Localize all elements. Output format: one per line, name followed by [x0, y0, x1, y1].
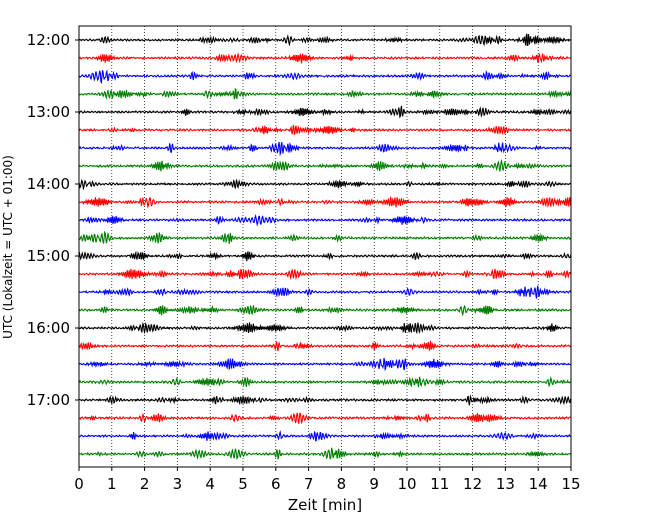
x-tick-label-6: 6 — [271, 475, 281, 493]
trace-14 — [78, 285, 572, 299]
y-axis-label: UTC (Lokalzeit = UTC + 01:00) — [1, 155, 15, 339]
y-tick-label-2: 14:00 — [27, 175, 70, 193]
y-tick-label-3: 15:00 — [27, 247, 70, 265]
trace-group — [78, 33, 572, 460]
x-tick-label-14: 14 — [529, 475, 548, 493]
plot-frame — [78, 25, 572, 468]
x-tick-label-7: 7 — [304, 475, 314, 493]
trace-6 — [78, 141, 572, 157]
trace-12 — [78, 250, 572, 262]
trace-15 — [78, 304, 572, 317]
trace-2 — [78, 69, 572, 85]
x-tick-label-4: 4 — [205, 475, 215, 493]
trace-7 — [78, 158, 572, 173]
x-tick-label-5: 5 — [238, 475, 248, 493]
x-axis: 0 1 2 3 4 5 6 7 8 9 10 11 12 13 14 15 — [74, 467, 581, 493]
x-tick-label-15: 15 — [561, 475, 580, 493]
x-tick-label-9: 9 — [369, 475, 379, 493]
trace-3 — [78, 87, 572, 100]
trace-23 — [78, 447, 572, 460]
trace-20 — [78, 394, 572, 406]
x-tick-label-3: 3 — [173, 475, 183, 493]
trace-5 — [78, 124, 572, 136]
trace-22 — [78, 429, 572, 442]
x-axis-label: Zeit [min] — [288, 496, 362, 514]
trace-13 — [78, 268, 572, 281]
trace-1 — [78, 52, 572, 64]
x-tick-label-11: 11 — [430, 475, 449, 493]
trace-17 — [78, 339, 572, 352]
x-tick-label-1: 1 — [107, 475, 117, 493]
y-tick-label-5: 17:00 — [27, 391, 70, 409]
y-tick-label-4: 16:00 — [27, 319, 70, 337]
plot-background — [79, 26, 571, 467]
x-tick-label-2: 2 — [140, 475, 150, 493]
trace-9 — [78, 196, 572, 209]
trace-4 — [78, 105, 572, 119]
y-axis: 12:00 13:00 14:00 15:00 16:00 17:00 — [27, 31, 79, 409]
trace-21 — [78, 412, 572, 425]
trace-0 — [78, 33, 572, 47]
trace-18 — [78, 357, 572, 372]
x-tick-label-8: 8 — [337, 475, 347, 493]
trace-19 — [78, 375, 572, 388]
trace-10 — [78, 214, 572, 227]
y-tick-label-0: 12:00 — [27, 31, 70, 49]
trace-16 — [78, 321, 572, 335]
x-tick-label-13: 13 — [496, 475, 515, 493]
x-tick-label-12: 12 — [463, 475, 482, 493]
trace-8 — [78, 178, 572, 191]
x-tick-label-10: 10 — [397, 475, 416, 493]
trace-11 — [78, 230, 572, 245]
x-tick-label-0: 0 — [74, 475, 84, 493]
y-tick-label-1: 13:00 — [27, 103, 70, 121]
